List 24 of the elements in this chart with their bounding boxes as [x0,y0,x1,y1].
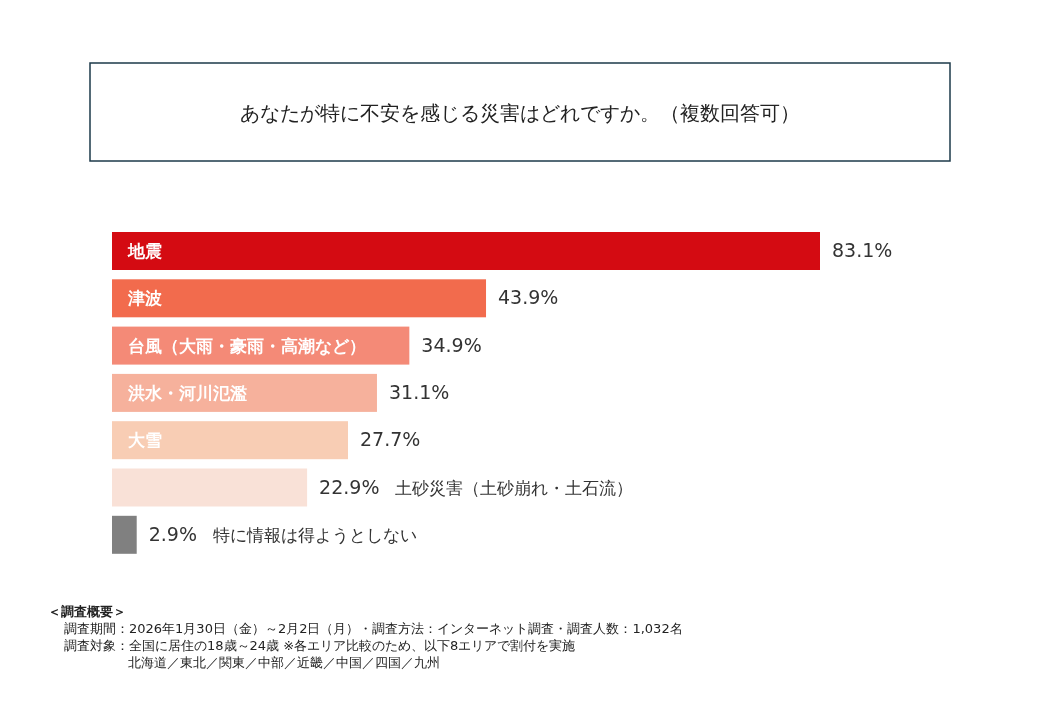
text: 北海道／東北／関東／中部／近畿／中国／四国／九州 [128,655,440,670]
text: ＜調査概要＞ [48,604,126,619]
data-label: 43.9% [498,286,559,309]
data-label: 34.9% [421,333,482,356]
y-tick-label: 台風（大雨・豪雨・高潮など） [128,335,366,356]
y-tick-label: 洪水・河川氾濫 [127,382,247,403]
bar [112,279,487,318]
text: 調査期間：2026年1月30日（金）～2月2日（月）・調査方法：インターネット調査・調査人数：1,032名 [64,621,683,636]
text: 調査対象：全国に居住の18歳～24歳 ※各エリア比較のため、以下8エリアで割付を実施 [64,638,576,653]
data-label: 22.9% [319,475,380,498]
bar [112,232,820,270]
y-tick-label: 特に情報は得ようとしない [212,524,417,545]
y-tick-label: 地震 [127,241,162,261]
bar [112,468,308,507]
data-label: 27.7% [360,428,421,451]
data-label: 83.1% [832,239,893,261]
y-tick-label: 土砂災害（土砂崩れ・土石流） [395,477,634,498]
bar [112,421,348,460]
bar [112,515,137,554]
data-label: 2.9% [148,522,197,545]
y-tick-label: 大雪 [128,430,162,451]
chart-title: あなたが特に不安を感じる災害はどれですか。（複数回答可） [240,101,800,125]
data-label: 31.1% [388,380,450,403]
y-tick-label: 津波 [127,288,162,309]
